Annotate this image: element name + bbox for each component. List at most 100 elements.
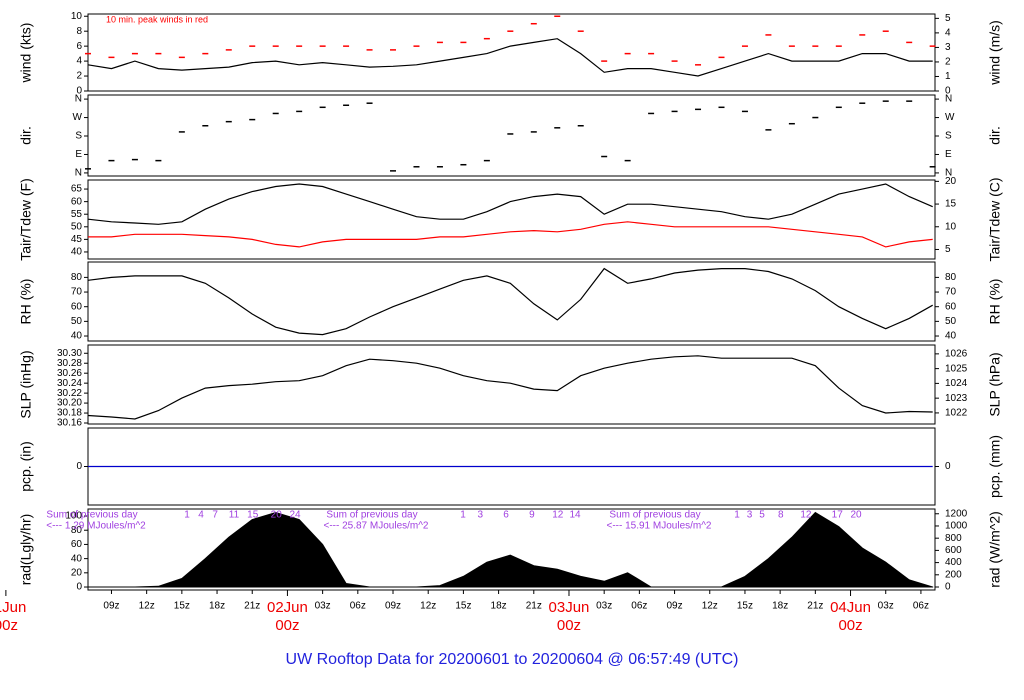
y2-tick-label: 60	[945, 301, 957, 312]
y-tick-label: 60	[71, 196, 83, 207]
y-tick-label: 30.22	[57, 388, 82, 399]
y2-axis-label: SLP (hPa)	[987, 352, 1003, 416]
day-time-label: 00z	[275, 617, 299, 634]
y2-tick-label: 70	[945, 287, 957, 298]
x-tick-label: 03z	[878, 601, 894, 612]
y-tick-label: 2	[76, 71, 82, 82]
y-tick-label: 40	[71, 331, 83, 342]
y-axis-label: RH (%)	[18, 279, 34, 325]
x-tick-label: 21z	[526, 601, 542, 612]
x-tick-label: 21z	[807, 601, 823, 612]
day-label: 03Jun	[549, 599, 590, 616]
y2-tick-label: 1025	[945, 363, 968, 374]
panel-frame	[87, 261, 936, 342]
y2-tick-label: 1026	[945, 349, 968, 360]
rad-sum-value: <--- 15.91 MJoules/m^2	[606, 521, 711, 532]
y-tick-label: 70	[71, 287, 83, 298]
day-time-label: 00z	[0, 617, 18, 634]
x-tick-label: 18z	[491, 601, 507, 612]
y-tick-label: 30.20	[57, 398, 82, 409]
y2-tick-label: 200	[945, 569, 962, 580]
x-tick-label: 15z	[455, 601, 471, 612]
y2-tick-label: 0	[945, 461, 951, 472]
y2-tick-label: N	[945, 94, 952, 105]
y-tick-label: 30.18	[57, 408, 82, 419]
hour-mark: 12	[800, 510, 812, 521]
x-tick-label: 09z	[667, 601, 683, 612]
hour-mark: 24	[289, 510, 301, 521]
y-axis-label: pcp. (in)	[18, 441, 34, 492]
y-tick-label: N	[75, 168, 82, 179]
x-tick-label: 09z	[385, 601, 401, 612]
hour-mark: 14	[569, 510, 581, 521]
x-tick-label: 21z	[244, 601, 260, 612]
x-tick-label: 06z	[350, 601, 366, 612]
y2-tick-label: 2	[945, 57, 951, 68]
x-tick-label: 18z	[772, 601, 788, 612]
y2-tick-label: 5	[945, 244, 951, 255]
y2-tick-label: 800	[945, 533, 962, 544]
hour-mark: 11	[229, 510, 240, 521]
hour-mark: 12	[552, 510, 564, 521]
y-tick-label: 80	[71, 525, 83, 536]
panel-frame	[87, 13, 936, 92]
hour-mark: 3	[747, 510, 753, 521]
y-tick-label: 0	[76, 461, 82, 472]
y-tick-label: 20	[71, 567, 83, 578]
hour-mark: 17	[832, 510, 844, 521]
y-tick-label: 0	[76, 582, 82, 593]
y2-tick-label: 0	[945, 582, 951, 593]
rad-sum-value: <--- 1.29 MJoules/m^2	[46, 521, 146, 532]
hour-mark: 7	[212, 510, 218, 521]
series-area	[87, 511, 934, 588]
panel-frame	[87, 508, 936, 591]
panel-frame	[87, 179, 936, 260]
y2-tick-label: 4	[945, 28, 951, 39]
series-line	[87, 38, 933, 77]
y-tick-label: 4	[76, 56, 82, 67]
y2-tick-label: 5	[945, 13, 951, 24]
y2-tick-label: N	[945, 168, 952, 179]
y2-tick-label: W	[945, 112, 955, 123]
x-tick-label: 15z	[174, 601, 190, 612]
y-tick-label: N	[75, 94, 82, 105]
series-line	[87, 267, 933, 336]
y-tick-label: 6	[76, 41, 82, 52]
x-tick-label: 06z	[913, 601, 929, 612]
y-tick-label: 8	[76, 26, 82, 37]
hour-mark: 15	[247, 510, 259, 521]
series-line	[87, 183, 933, 225]
y-axis-label: Tair/Tdew (F)	[18, 178, 34, 260]
x-tick-label: 12z	[702, 601, 718, 612]
y-tick-label: 10	[71, 11, 83, 22]
y2-tick-label: 40	[945, 331, 957, 342]
y2-tick-label: 0	[945, 86, 951, 97]
y2-tick-label: 1022	[945, 408, 968, 419]
y-tick-label: S	[75, 131, 82, 142]
hour-mark: 1	[184, 510, 190, 521]
y2-axis-label: rad (W/m^2)	[987, 511, 1003, 588]
y2-tick-label: 15	[945, 199, 957, 210]
day-label: 04Jun	[830, 599, 871, 616]
y-tick-label: 50	[71, 316, 83, 327]
x-tick-label: 15z	[737, 601, 753, 612]
y-tick-label: 30.30	[57, 348, 82, 359]
panel-frame	[87, 94, 936, 177]
day-label: 02Jun	[267, 599, 308, 616]
y2-tick-label: 1200	[945, 508, 968, 519]
y-tick-label: 50	[71, 221, 83, 232]
y-tick-label: W	[73, 112, 83, 123]
hour-mark: 1	[460, 510, 466, 521]
x-tick-label: 09z	[103, 601, 119, 612]
hour-mark: 5	[759, 510, 765, 521]
panel-frame	[87, 344, 936, 425]
y2-axis-label: RH (%)	[987, 279, 1003, 325]
hour-mark: 3	[477, 510, 483, 521]
annotation: 10 min. peak winds in red	[106, 14, 208, 24]
y-tick-label: 45	[71, 234, 83, 245]
y-tick-label: 65	[71, 184, 83, 195]
chart-title: UW Rooftop Data for 20200601 to 20200604…	[286, 651, 739, 668]
y2-tick-label: 20	[945, 176, 957, 187]
x-tick-label: 03z	[315, 601, 331, 612]
